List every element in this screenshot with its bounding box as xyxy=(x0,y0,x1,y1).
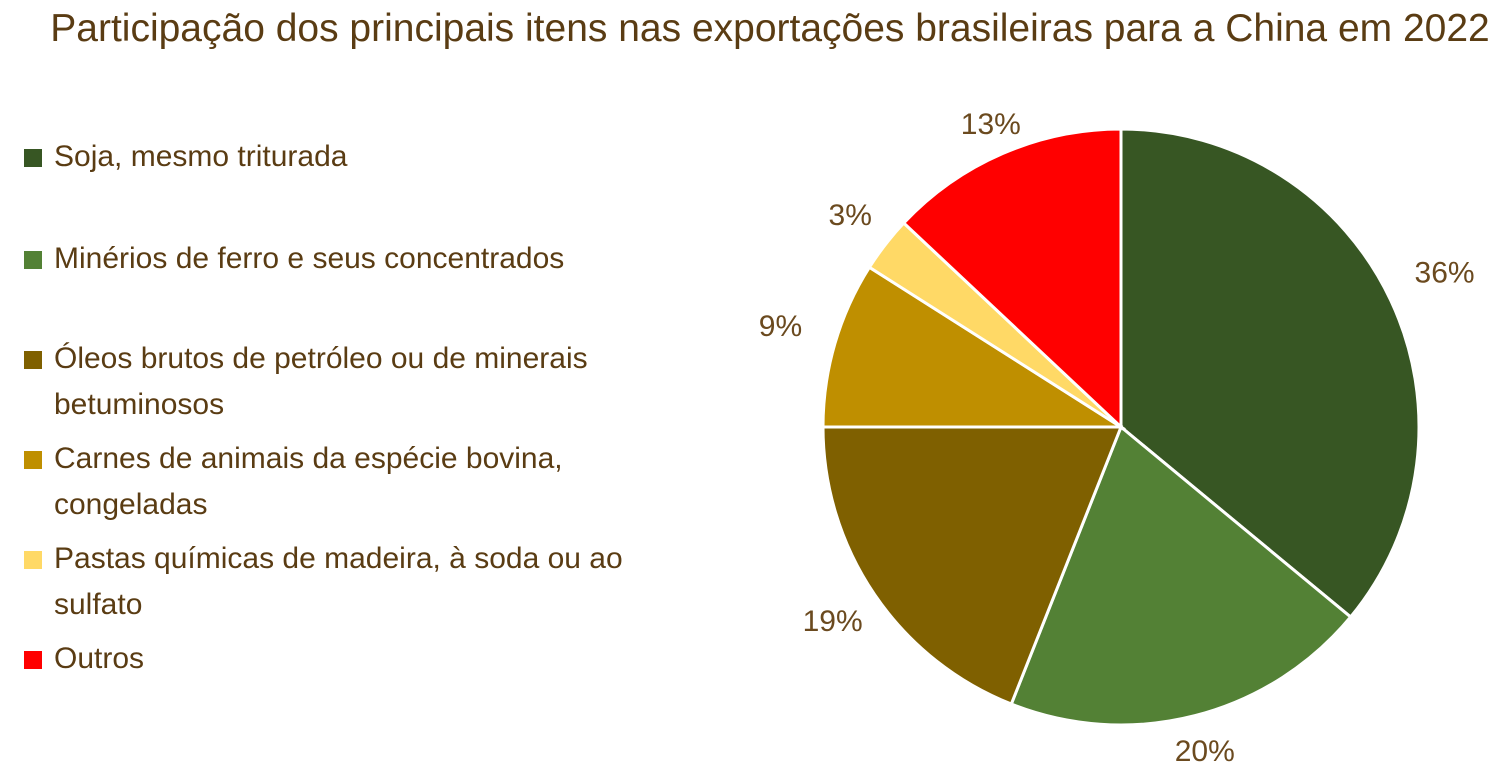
legend-item-minerios: Minérios de ferro e seus concentrados xyxy=(24,236,564,282)
pie-slices xyxy=(821,127,1421,727)
legend-swatch-minerios xyxy=(24,251,42,269)
legend-swatch-oleos xyxy=(24,351,42,369)
legend-swatch-carnes xyxy=(24,451,42,469)
legend-swatch-soja xyxy=(24,149,42,167)
pie-slice-outros xyxy=(901,127,1123,431)
data-label-oleos: 19% xyxy=(803,605,863,638)
legend-label-pastas: Pastas químicas de madeira, à soda ou ao… xyxy=(54,542,623,621)
legend-item-carnes: Carnes de animais da espécie bovina, con… xyxy=(24,436,714,528)
data-label-carnes: 9% xyxy=(759,310,802,343)
pie-slice-minerios xyxy=(1009,424,1353,727)
legend-label-soja: Soja, mesmo triturada xyxy=(54,140,348,173)
data-label-outros: 13% xyxy=(961,108,1021,141)
data-label-soja: 36% xyxy=(1415,257,1475,290)
legend-item-oleos: Óleos brutos de petróleo ou de minerais … xyxy=(24,336,714,428)
legend-item-soja: Soja, mesmo triturada xyxy=(24,134,347,180)
legend-label-oleos: Óleos brutos de petróleo ou de minerais … xyxy=(54,342,588,421)
pie-slice-carnes xyxy=(821,265,1127,429)
data-label-minerios: 20% xyxy=(1175,735,1235,768)
pie-slice-oleos xyxy=(821,425,1124,707)
pie-slice-soja xyxy=(1119,127,1421,620)
legend-swatch-outros xyxy=(24,651,42,669)
chart-title: Participação dos principais itens nas ex… xyxy=(50,7,1490,50)
pie-data-labels: 36% 20% 19% 9% 3% 13% xyxy=(759,108,1475,768)
data-label-pastas: 3% xyxy=(829,199,872,232)
legend-label-minerios: Minérios de ferro e seus concentrados xyxy=(54,242,565,275)
legend-item-outros: Outros xyxy=(24,636,144,682)
legend-label-carnes: Carnes de animais da espécie bovina, con… xyxy=(54,442,563,521)
legend-swatch-pastas xyxy=(24,551,42,569)
legend-label-outros: Outros xyxy=(54,642,145,675)
legend-item-pastas: Pastas químicas de madeira, à soda ou ao… xyxy=(24,536,714,628)
